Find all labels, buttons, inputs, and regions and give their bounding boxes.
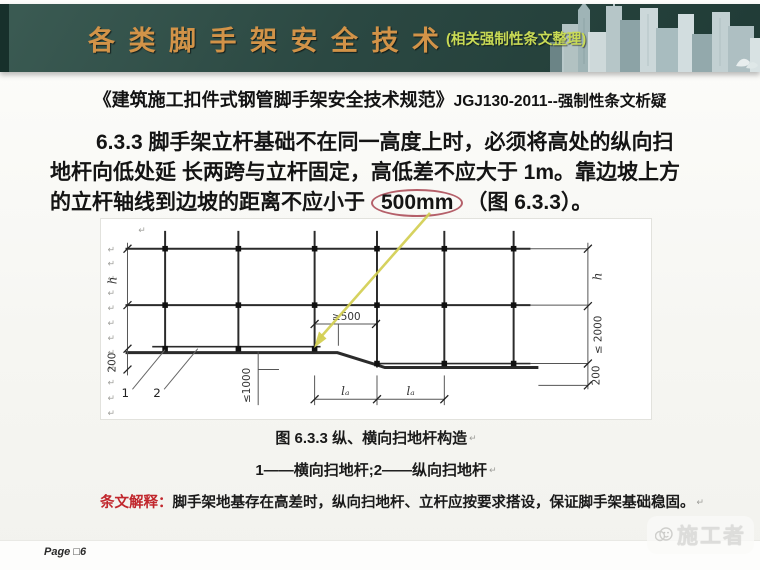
dim-label-la-1: lₐ bbox=[341, 384, 349, 398]
clause-line-3-before: 的立杆轴线到边坡的距离不应小于 bbox=[50, 191, 365, 214]
clause-text: 6.3.3 脚手架立杆基础不在同一高度上时，必须将高处的纵向扫 地杆向低处延 长… bbox=[50, 128, 718, 218]
standard-name: 《建筑施工扣件式钢管脚手架安全技术规范》 bbox=[93, 90, 454, 110]
page-number: Page □6 bbox=[44, 546, 87, 558]
city-skyline-illustration bbox=[550, 4, 760, 72]
slide-subtitle: (相关强制性条文整理) bbox=[446, 31, 587, 48]
figure-panel: ↵ ↵ ↵ ↵ ↵ ↵ ↵ ↵ ↵ ↵ ↵ ↵ ↵ bbox=[100, 218, 652, 420]
document-title: 《建筑施工扣件式钢管脚手架安全技术规范》JGJ130-2011--强制性条文析疑 bbox=[0, 86, 760, 112]
banner-text: 各 类 脚 手 架 安 全 技 术 (相关强制性条文整理) bbox=[88, 4, 586, 72]
clause-line-3: 的立杆轴线到边坡的距离不应小于 500mm （图 6.3.3）。 bbox=[50, 188, 718, 218]
figure-caption-text: 图 6.3.3 纵、横向扫地杆构造 bbox=[275, 430, 468, 447]
dim-la-lines bbox=[310, 375, 449, 406]
dim-label-la-2: lₐ bbox=[407, 384, 415, 398]
return-mark: ↵ bbox=[469, 433, 477, 443]
dim-label-2000: ≤ 2000 bbox=[593, 316, 605, 354]
return-mark: ↵ bbox=[108, 394, 115, 404]
watermark-text: 施工者 bbox=[677, 525, 746, 548]
dim-500-lines bbox=[310, 319, 381, 346]
clause-line-1: 6.3.3 脚手架立杆基础不在同一高度上时，必须将高处的纵向扫 bbox=[96, 131, 674, 154]
extension-lines bbox=[530, 248, 588, 386]
standard-code: JGJ130-2011--强制性条文析疑 bbox=[453, 93, 667, 110]
left-dimension-line bbox=[123, 242, 132, 376]
figure-caption: 图 6.3.3 纵、横向扫地杆构造 ↵ bbox=[100, 427, 652, 448]
interpretation-text: 脚手架地基存在高差时，纵向扫地杆、立杆应按要求搭设，保证脚手架基础稳固。 bbox=[172, 495, 695, 511]
highlighted-value: 500mm bbox=[371, 189, 464, 217]
item-number-2: 2 bbox=[153, 386, 161, 400]
slide-main-title: 各 类 脚 手 架 安 全 技 术 bbox=[88, 25, 443, 56]
dim-1000-lines bbox=[257, 351, 279, 406]
clause-line-3-after: （图 6.3.3）。 bbox=[466, 191, 593, 214]
dim-label-h-left: h bbox=[106, 277, 120, 285]
dim-label-200-right: 200 bbox=[591, 366, 603, 386]
header-banner: 各 类 脚 手 架 安 全 技 术 (相关强制性条文整理) bbox=[0, 4, 760, 72]
return-mark: ↵ bbox=[108, 289, 115, 299]
dim-label-200-left: 200 bbox=[107, 353, 119, 373]
figure-legend: 1——横向扫地杆;2——纵向扫地杆 ↵ bbox=[100, 459, 652, 480]
return-mark: ↵ bbox=[108, 319, 115, 329]
slide-bottom-edge bbox=[0, 540, 760, 570]
dim-label-h-right: h bbox=[591, 273, 605, 281]
figure-legend-text: 1——横向扫地杆;2——纵向扫地杆 bbox=[255, 462, 488, 479]
dim-label-500: ≥500 bbox=[332, 311, 361, 323]
return-mark: ↵ bbox=[108, 274, 115, 284]
figure-6-3-3-diagram: ↵ ↵ ↵ ↵ ↵ ↵ ↵ ↵ ↵ ↵ ↵ ↵ ↵ bbox=[106, 226, 605, 419]
return-mark: ↵ bbox=[696, 497, 705, 507]
return-mark: ↵ bbox=[108, 334, 115, 344]
return-mark: ↵ bbox=[108, 260, 115, 270]
return-mark: ↵ bbox=[108, 378, 115, 388]
right-dimension-line bbox=[583, 242, 593, 390]
return-mark: ↵ bbox=[108, 246, 115, 256]
return-mark: ↵ bbox=[489, 465, 497, 475]
interpretation-label: 条文解释： bbox=[100, 495, 173, 511]
scaffold-ledgers bbox=[125, 247, 531, 307]
item-leader-lines bbox=[132, 348, 199, 390]
ground-profile bbox=[125, 351, 539, 369]
coupler-joints bbox=[162, 245, 517, 367]
watermark: 施工者 bbox=[647, 516, 754, 554]
clause-line-2: 地杆向低处延 长两跨与立杆固定，高低差不应大于 1m。靠边坡上方 bbox=[50, 161, 681, 184]
return-mark: ↵ bbox=[138, 226, 145, 236]
smiley-face-icon bbox=[655, 527, 673, 542]
return-mark: ↵ bbox=[108, 304, 115, 314]
return-mark: ↵ bbox=[108, 349, 115, 359]
return-mark: ↵ bbox=[108, 363, 115, 373]
dim-label-1000: ≤1000 bbox=[241, 368, 253, 403]
banner-left-edge bbox=[0, 4, 9, 72]
interpretation: 条文解释：脚手架地基存在高差时，纵向扫地杆、立杆应按要求搭设，保证脚手架基础稳固… bbox=[100, 491, 730, 514]
item-number-1: 1 bbox=[122, 386, 130, 400]
return-mark: ↵ bbox=[108, 409, 115, 419]
